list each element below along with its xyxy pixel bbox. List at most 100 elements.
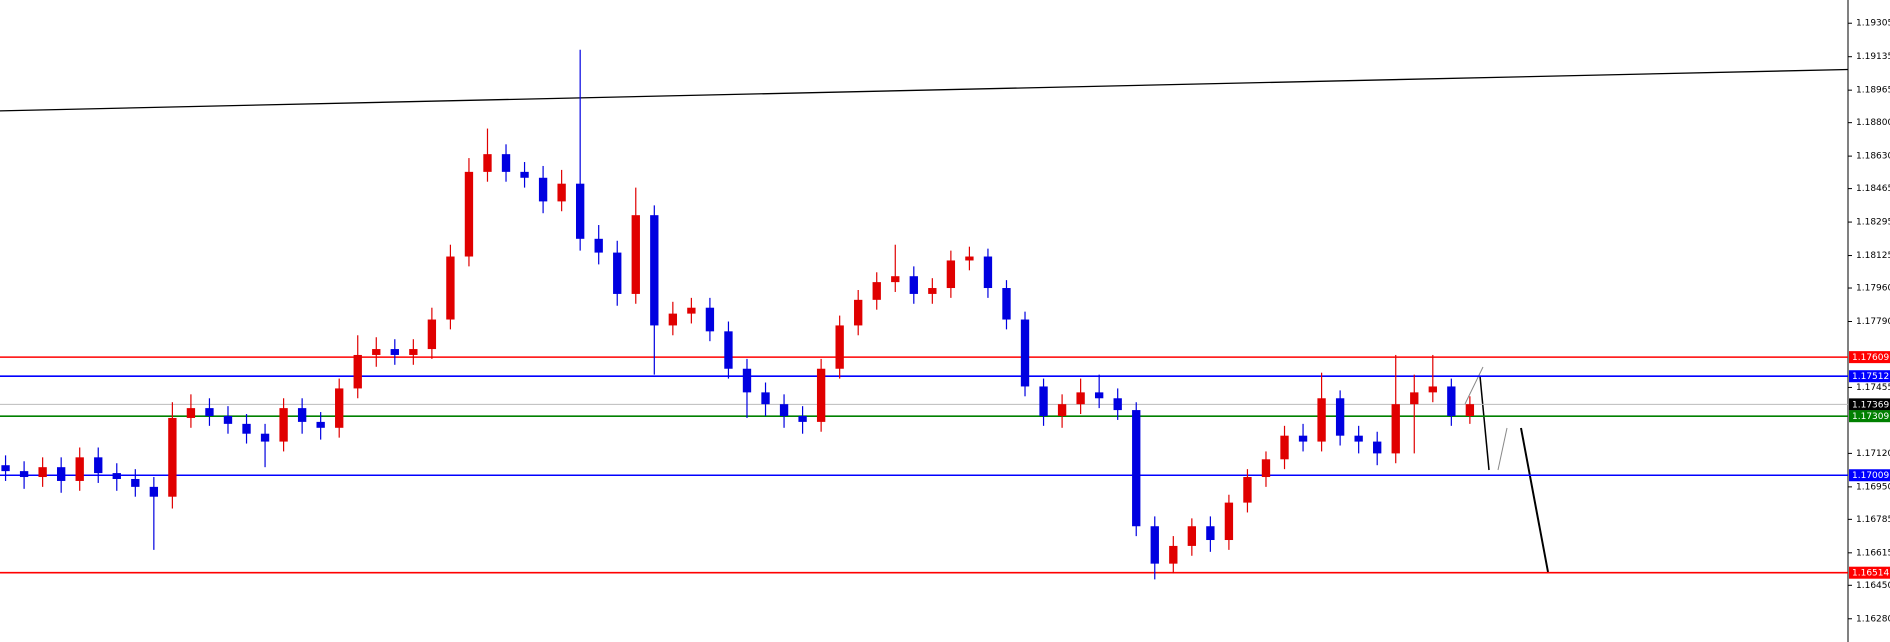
candle-body	[409, 349, 418, 355]
candle-body	[260, 433, 270, 442]
candle-body	[1317, 398, 1326, 442]
candle-body	[1020, 319, 1030, 387]
candle-body	[575, 183, 585, 239]
price-label-box	[1849, 351, 1890, 364]
candle-body	[1150, 526, 1159, 564]
projection-line	[1520, 427, 1549, 573]
candle-body	[112, 473, 121, 479]
candle-body	[38, 467, 47, 478]
y-tick-label: 1.16615	[1856, 548, 1890, 558]
price-label: 1.17609	[1852, 353, 1889, 363]
candle-body	[316, 421, 325, 428]
candle-body	[168, 417, 177, 497]
y-tick-label: 1.18295	[1856, 218, 1890, 228]
candle-body	[816, 368, 826, 422]
candle-body	[464, 171, 474, 257]
price-label-box	[1849, 398, 1890, 411]
candle-body	[538, 177, 548, 202]
candle-body	[186, 408, 196, 418]
candle-body	[501, 154, 511, 172]
candle-body	[427, 319, 437, 350]
candle-body	[742, 368, 752, 393]
candle-body	[631, 215, 640, 294]
y-tick-label: 1.17455	[1856, 383, 1890, 393]
candle-body	[1, 465, 10, 472]
candle-body	[594, 238, 603, 253]
candle-body	[94, 457, 103, 474]
candle-body	[1243, 477, 1252, 503]
candle-body	[668, 313, 678, 326]
candle-body	[1113, 398, 1122, 411]
candle-body	[1410, 392, 1419, 405]
candle-body	[650, 215, 659, 326]
y-tick-label: 1.16280	[1856, 614, 1890, 624]
candle-body	[1428, 386, 1437, 393]
y-tick-label: 1.18800	[1856, 118, 1890, 128]
y-tick-label: 1.19135	[1856, 52, 1890, 62]
candle-body	[1298, 435, 1308, 442]
candle-body	[75, 457, 84, 481]
candle-body	[705, 307, 715, 332]
candle-body	[928, 288, 937, 294]
candle-body	[1335, 398, 1345, 436]
candle-body	[891, 276, 900, 283]
candle-body	[965, 256, 974, 261]
candle-body	[56, 467, 66, 481]
candle-body	[872, 282, 881, 300]
candle-body	[1280, 435, 1289, 460]
y-tick-label: 1.18125	[1856, 251, 1890, 261]
candle-body	[557, 183, 566, 202]
y-tick-label: 1.17790	[1856, 317, 1890, 327]
y-tick-label: 1.18630	[1856, 152, 1890, 162]
candle-body	[1373, 441, 1382, 454]
candle-body	[1076, 392, 1085, 405]
candle-body	[983, 256, 993, 289]
candle-body	[1261, 459, 1271, 478]
candle-body	[279, 408, 288, 442]
candle-body	[390, 349, 399, 355]
price-label-box	[1849, 370, 1890, 383]
candle-body	[1039, 386, 1048, 416]
candle-body	[1132, 410, 1141, 527]
candle-body	[835, 325, 844, 369]
projection-line	[1479, 375, 1490, 471]
candle-body	[761, 392, 770, 405]
candle-body	[1354, 435, 1363, 442]
y-tick-label: 1.17960	[1856, 284, 1890, 294]
candle-body	[1391, 404, 1400, 454]
y-tick-label: 1.18965	[1856, 86, 1890, 96]
y-tick-label: 1.16785	[1856, 515, 1890, 525]
y-tick-label: 1.16450	[1856, 581, 1890, 591]
candle-body	[372, 349, 381, 355]
candle-body	[946, 260, 956, 289]
candle-body	[205, 408, 214, 416]
candle-body	[223, 415, 233, 424]
candle-body	[1224, 502, 1234, 541]
candle-body	[1447, 386, 1456, 416]
candle-body	[779, 404, 789, 416]
price-label: 1.16514	[1852, 569, 1889, 579]
candle-body	[724, 331, 733, 369]
projection-line	[1497, 427, 1508, 471]
projection	[1464, 366, 1549, 573]
candle-body	[1206, 526, 1215, 541]
price-label: 1.17512	[1852, 372, 1889, 382]
candle-body	[446, 256, 455, 320]
candle-body	[854, 299, 863, 326]
candle-body	[335, 388, 344, 428]
y-tick-label: 1.18465	[1856, 184, 1890, 194]
y-tick-label: 1.19305	[1856, 19, 1890, 29]
candle-body	[1002, 288, 1011, 320]
candle-body	[19, 471, 29, 478]
candle-body	[1094, 392, 1104, 399]
candle-body	[798, 415, 807, 422]
candle-body	[687, 307, 696, 314]
candle-body	[131, 478, 140, 487]
candle-body	[1169, 545, 1178, 564]
candle-body	[1187, 526, 1197, 546]
candle-body	[242, 423, 251, 434]
y-tick-label: 1.16950	[1856, 482, 1890, 492]
candle-body	[909, 276, 918, 294]
